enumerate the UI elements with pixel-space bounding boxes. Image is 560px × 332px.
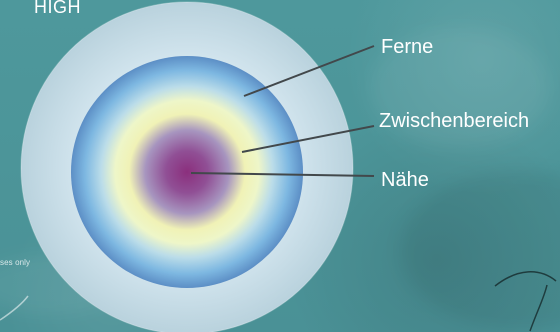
bottom-left-note: ses only bbox=[0, 258, 31, 267]
leader-line-near bbox=[190, 172, 375, 177]
near-zone-label: Nähe bbox=[381, 169, 429, 191]
top-label: HIGH bbox=[34, 0, 81, 17]
intermediate-zone-label: Zwischenbereich bbox=[379, 110, 530, 132]
leader-line-intermediate bbox=[241, 125, 375, 153]
far-zone-label: Ferne bbox=[381, 36, 434, 58]
lens-inner-glow bbox=[71, 56, 303, 288]
leader-line-far bbox=[243, 45, 375, 97]
lens-outline-highlight bbox=[20, 1, 354, 332]
